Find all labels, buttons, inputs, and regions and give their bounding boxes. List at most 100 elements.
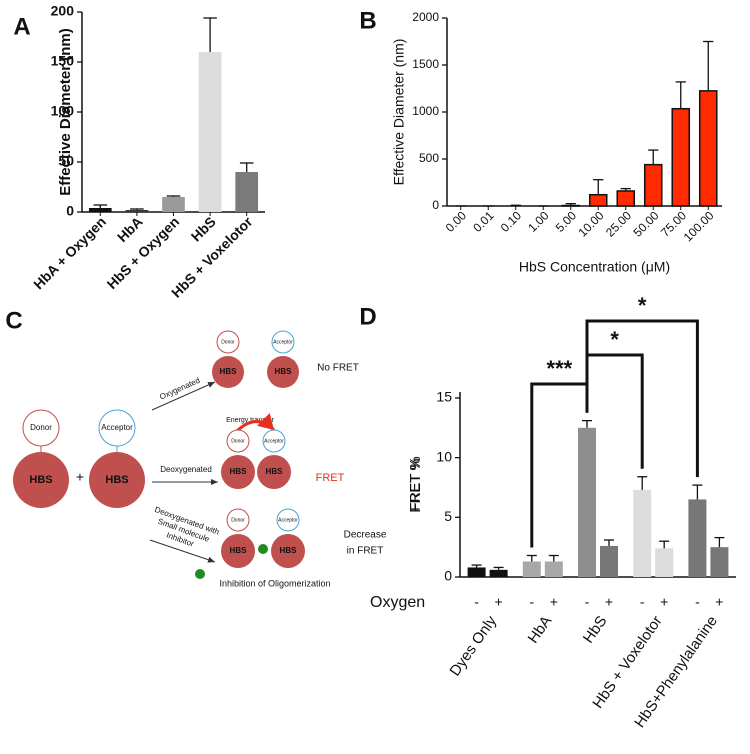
- y-tick-label: 5: [444, 508, 452, 524]
- bar: [88, 208, 112, 212]
- protein-label: HBS: [230, 546, 248, 555]
- donor-label: Donor: [221, 339, 235, 345]
- protein-circle: [221, 455, 255, 489]
- y-tick-label: 1500: [412, 57, 439, 71]
- inhibitor-dot: [195, 569, 205, 579]
- protein-circle: [267, 356, 299, 388]
- series-name: -: [640, 594, 645, 610]
- protein-label: HBS: [230, 467, 248, 476]
- series-name: -: [695, 594, 700, 610]
- protein-circle: [221, 534, 255, 568]
- error-bar: [620, 187, 631, 191]
- error-bar: [604, 539, 614, 546]
- bar: [655, 548, 674, 577]
- arrow: [149, 539, 216, 563]
- protein-label: HBS: [266, 467, 284, 476]
- x-tick-label: 100.00: [681, 208, 717, 244]
- y-tick-label: 0: [432, 198, 439, 212]
- y-tick-label: 150: [51, 53, 75, 69]
- inhibitor-dot: [258, 544, 268, 554]
- acceptor-circle: [262, 429, 286, 453]
- y-tick-label: 15: [436, 389, 452, 405]
- donor-label: Donor: [231, 517, 245, 523]
- acceptor-label: Acceptor: [278, 517, 298, 523]
- caption: Inhibition of Oligomerization: [219, 578, 330, 588]
- protein-circle: [89, 452, 145, 508]
- inhibitor-text: Deoxygenated with Small molecule Inhibit…: [153, 505, 220, 549]
- x-tick-label: HbA: [114, 213, 146, 245]
- bar: [616, 190, 636, 207]
- x-tick-label: 50.00: [630, 208, 661, 239]
- error-bar: [548, 554, 559, 562]
- x-tick-label: 1.00: [525, 208, 552, 235]
- outcome-label: FRET: [316, 472, 345, 484]
- donor-circle: [216, 330, 240, 354]
- series-name: -: [529, 594, 534, 610]
- bar: [235, 172, 259, 212]
- panel-label: C: [5, 307, 22, 334]
- error-bar: [659, 540, 670, 549]
- y-axis-label: FRET %: [407, 458, 423, 511]
- error-bar: [593, 179, 604, 195]
- y-tick-label: 1000: [412, 104, 439, 118]
- panel-label: B: [359, 7, 376, 34]
- diagram: C Donor HBS + Acceptor HBS Oxygenated Do…: [5, 307, 387, 588]
- error-bar: [203, 17, 217, 52]
- bar: [522, 561, 541, 577]
- energy-transfer-label: Energy transfer: [226, 417, 275, 424]
- protein-circle: [271, 534, 305, 568]
- series-name: +: [715, 594, 723, 610]
- series-name: +: [605, 594, 613, 610]
- bar: [633, 489, 652, 577]
- x-tick-label: 25.00: [603, 208, 634, 239]
- bar: [544, 561, 563, 577]
- error-bar: [582, 419, 592, 428]
- x-tick-label: HbA: [525, 613, 556, 647]
- bar: [162, 197, 185, 212]
- outcome-label: Decrease: [344, 530, 387, 541]
- donor-label: Donor: [30, 423, 52, 432]
- acceptor-circle: [271, 330, 295, 354]
- x-tick-label: Dyes Only: [447, 612, 501, 679]
- y-tick-label: 100: [51, 103, 75, 119]
- plus: +: [76, 469, 84, 485]
- panel-label: D: [359, 303, 376, 330]
- y-tick-label: 0: [66, 203, 74, 219]
- bar: [198, 52, 222, 212]
- bar: [600, 545, 618, 577]
- bar: [578, 427, 596, 577]
- panel-label: A: [13, 13, 30, 40]
- bar: [671, 107, 691, 207]
- acceptor-label: Acceptor: [264, 438, 284, 444]
- error-bar: [565, 202, 576, 206]
- error-bar: [703, 40, 714, 91]
- bar: [125, 210, 149, 212]
- error-bar: [166, 195, 181, 197]
- acceptor-circle: [276, 508, 300, 532]
- y-tick-label: 200: [51, 3, 75, 19]
- error-bar: [239, 162, 254, 172]
- bar: [710, 547, 729, 577]
- outcome-label: in FRET: [347, 546, 384, 557]
- x-tick-label: 0.10: [498, 208, 525, 235]
- donor-circle: [22, 409, 60, 447]
- protein-label: HBS: [280, 546, 298, 555]
- acceptor-label: Acceptor: [101, 423, 133, 432]
- significance-bracket: [585, 319, 699, 478]
- error-bar: [637, 476, 648, 490]
- series-name: +: [495, 594, 503, 610]
- x-tick-label: HbS: [188, 213, 219, 244]
- bar: [688, 499, 707, 577]
- error-bar: [93, 204, 108, 208]
- arrow: [151, 381, 216, 411]
- y-tick-label: 10: [436, 448, 452, 464]
- error-bar: [675, 81, 686, 109]
- y-tick-label: 500: [419, 151, 439, 165]
- x-axis-label: HbS Concentration (μM): [519, 259, 670, 275]
- bar: [489, 569, 508, 577]
- x-tick-label: 0.01: [470, 208, 497, 235]
- error-bar: [714, 536, 725, 548]
- series-name: -: [585, 594, 590, 610]
- acceptor-circle: [98, 409, 136, 447]
